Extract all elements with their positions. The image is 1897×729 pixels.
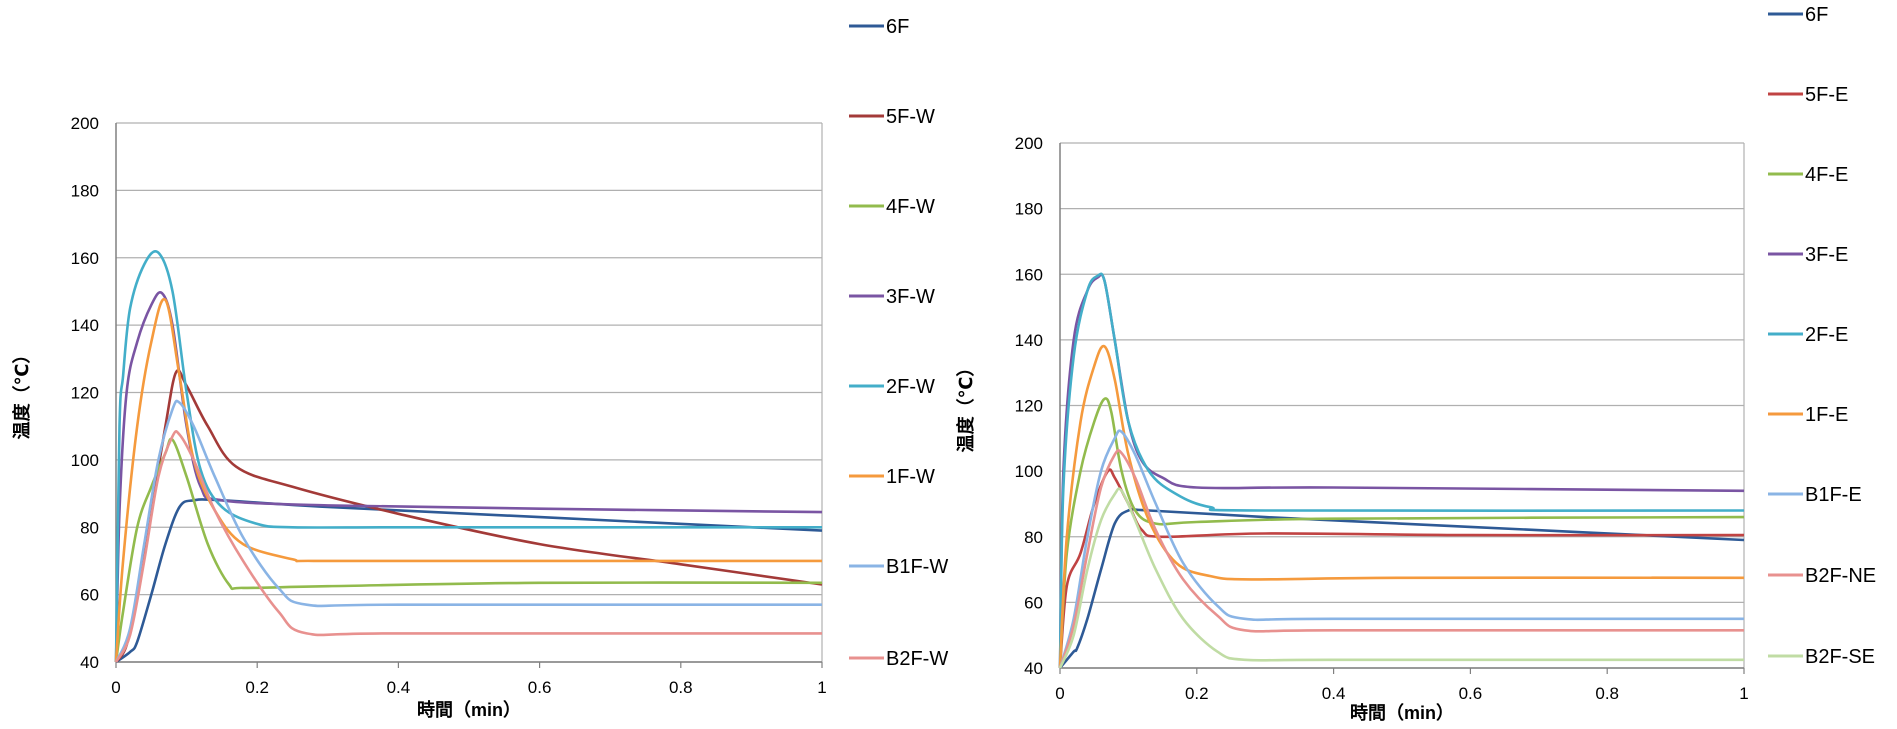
y-tick-label: 80 xyxy=(1024,528,1043,547)
legend-label: B1F-E xyxy=(1805,484,1862,506)
y-tick-label: 100 xyxy=(71,451,99,470)
x-tick-label: 0 xyxy=(111,678,120,697)
y-tick-label: 180 xyxy=(1015,200,1043,219)
series-line-1f-e xyxy=(1058,344,1745,669)
chart-right: 40 60 80 100 120 140 160 180 200 0 0.2 0.4 0.6 0.8 1 時間… xyxy=(955,4,1876,723)
x-axis-title: 時間（min） xyxy=(417,700,521,720)
series-line-b2f-ne xyxy=(1058,449,1744,669)
legend-label: B2F-W xyxy=(886,648,948,670)
series-line-4f-e xyxy=(1058,397,1745,669)
series-line-5f-e xyxy=(1058,468,1745,669)
y-tick-label: 60 xyxy=(1024,593,1043,612)
legend-label: 6F xyxy=(886,16,909,38)
legend-label: 5F-E xyxy=(1805,84,1848,106)
chart-left: 40 60 80 100 120 140 160 180 200 0 0.2 0.4 0.6 0.8 1 時間… xyxy=(11,16,948,720)
legend-label: 2F-W xyxy=(886,376,935,398)
y-tick-label: 160 xyxy=(1015,265,1043,284)
legend-label: 3F-W xyxy=(886,286,935,308)
y-tick-label: 40 xyxy=(80,653,99,672)
y-tick-label: 60 xyxy=(80,586,99,605)
y-tick-label: 200 xyxy=(1015,134,1043,153)
series-line-2f-e xyxy=(1058,272,1745,669)
series-line-3f-w xyxy=(114,291,823,663)
series-line-b2f-se xyxy=(1058,487,1744,669)
legend-label: 3F-E xyxy=(1805,244,1848,266)
x-tick-label: 1 xyxy=(817,678,826,697)
x-axis-title: 時間（min） xyxy=(1350,703,1454,723)
x-tick-label: 0 xyxy=(1055,684,1064,703)
legend-label: 6F xyxy=(1805,4,1828,26)
x-tick-label: 0.8 xyxy=(669,678,693,697)
x-tick-label: 0.4 xyxy=(1322,684,1346,703)
legend-label: 1F-W xyxy=(886,466,935,488)
y-tick-label: 40 xyxy=(1024,659,1043,678)
legend-label: 4F-E xyxy=(1805,164,1848,186)
y-tick-label: 100 xyxy=(1015,462,1043,481)
series-line-b1f-w xyxy=(114,399,822,663)
y-tick-label: 200 xyxy=(71,114,99,133)
x-tick-label: 0.2 xyxy=(1185,684,1209,703)
y-tick-label: 140 xyxy=(1015,331,1043,350)
legend-label: 5F-W xyxy=(886,106,935,128)
y-tick-label: 120 xyxy=(71,384,99,403)
legend-label: 1F-E xyxy=(1805,404,1848,426)
x-tick-label: 0.6 xyxy=(528,678,552,697)
y-tick-label: 80 xyxy=(80,518,99,537)
x-tick-label: 0.4 xyxy=(387,678,411,697)
legend-label: B2F-SE xyxy=(1805,646,1875,668)
y-tick-label: 140 xyxy=(71,316,99,335)
y-tick-label: 160 xyxy=(71,249,99,268)
y-axis-title: 温度（℃） xyxy=(11,346,32,440)
x-tick-label: 0.2 xyxy=(245,678,269,697)
series-line-b1f-e xyxy=(1058,429,1744,669)
series-line-1f-w xyxy=(114,297,822,663)
series-line-5f-w xyxy=(114,369,823,663)
y-tick-label: 180 xyxy=(71,181,99,200)
x-tick-label: 0.6 xyxy=(1459,684,1483,703)
series-line-6f xyxy=(1059,507,1745,669)
y-axis-title: 温度（℃） xyxy=(955,359,976,453)
x-tick-label: 0.8 xyxy=(1595,684,1619,703)
y-tick-label: 120 xyxy=(1015,397,1043,416)
legend-label: 2F-E xyxy=(1805,324,1848,346)
series-line-4f-w xyxy=(114,437,823,663)
legend-label: 4F-W xyxy=(886,196,935,218)
legend-label: B2F-NE xyxy=(1805,565,1876,587)
legend-label: B1F-W xyxy=(886,556,948,578)
x-tick-label: 1 xyxy=(1739,684,1748,703)
series-line-b2f-w xyxy=(114,430,822,663)
series-line-2f-w xyxy=(114,250,822,663)
